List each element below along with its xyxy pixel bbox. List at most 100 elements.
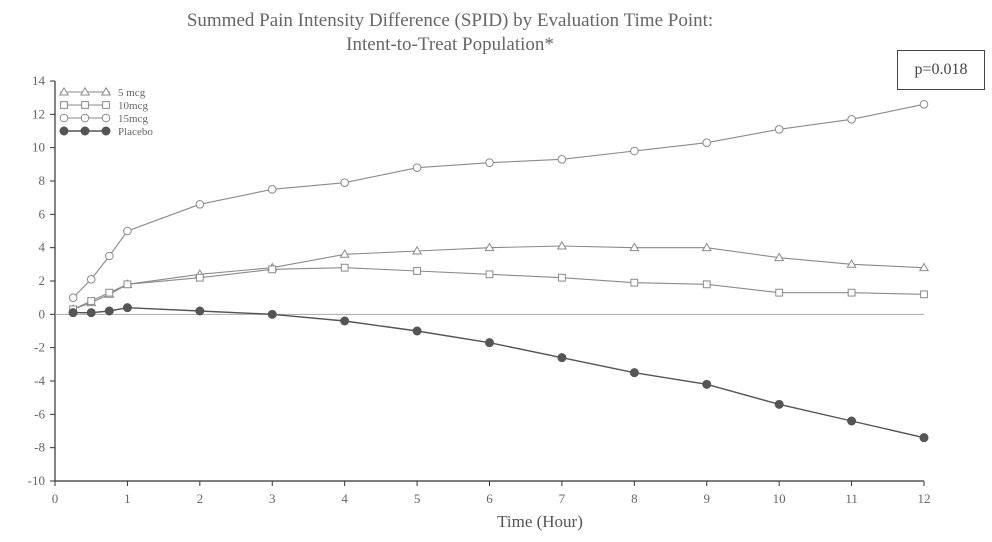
data-point-placebo [86,308,96,318]
legend-marker-15mcg [59,113,69,123]
data-point-15mcg [557,155,567,164]
chart-title-line-1: Summed Pain Intensity Difference (SPID) … [186,10,714,31]
data-point-5-mcg [918,262,930,272]
data-point-placebo [68,308,78,318]
data-point-15mcg [630,146,639,156]
y-tick-label: 0 [39,306,46,321]
y-tick-label: 12 [32,106,45,121]
data-point-placebo [122,303,132,313]
x-tick-label: 7 [559,491,566,506]
x-tick-label: 0 [52,491,59,506]
y-tick-label: -4 [34,373,45,388]
data-point-placebo [557,353,567,363]
x-tick-label: 3 [269,491,276,506]
data-point-10mcg [340,263,349,272]
data-point-10mcg [123,280,132,289]
data-point-15mcg [68,293,78,302]
data-point-5-mcg [556,240,567,250]
data-point-5-mcg [339,249,350,258]
p-value-label: p=0.018 [914,61,968,78]
data-point-15mcg [412,163,422,172]
legend-label-15mcg: 15mcg [118,113,148,125]
y-tick-label: 4 [39,240,46,255]
y-tick-label: -10 [28,473,45,488]
y-tick-label: 2 [39,273,46,288]
data-point-15mcg [105,251,114,261]
data-point-placebo [340,316,350,326]
x-tick-label: 8 [631,491,638,506]
x-tick-label: 12 [918,491,931,506]
data-point-15mcg [267,185,277,194]
legend-label-5-mcg: 5 mcg [118,87,146,99]
x-axis-label: Time (Hour) [497,512,583,531]
data-point-placebo [195,306,205,316]
data-point-15mcg [195,200,205,209]
data-point-placebo [629,368,639,378]
x-tick-label: 10 [773,491,786,506]
data-point-placebo [847,416,857,426]
legend-marker-10mcg [81,101,89,109]
y-tick-label: 8 [39,173,46,188]
p-value-box: p=0.018 [897,50,985,90]
x-tick-label: 4 [341,491,348,506]
data-point-placebo [104,306,114,316]
legend-marker-placebo [80,126,90,136]
series-line-placebo [73,306,925,439]
data-point-10mcg [268,265,277,274]
data-point-15mcg [86,275,96,284]
x-tick-label: 9 [704,491,711,506]
legend-marker-placebo [101,126,111,136]
data-point-15mcg [919,100,929,109]
data-point-5-mcg [774,252,785,262]
data-point-15mcg [485,158,494,167]
data-point-10mcg [775,288,784,297]
legend-marker-5-mcg [100,86,112,96]
data-point-10mcg [702,280,711,289]
y-tick-label: 6 [39,206,46,221]
data-point-10mcg [558,273,566,282]
data-point-15mcg [702,138,712,147]
data-point-5-mcg [629,242,640,252]
legend-label-10mcg: 10mcg [118,100,148,112]
data-point-10mcg [847,288,856,297]
x-tick-label: 5 [414,491,421,506]
data-point-placebo [412,326,422,336]
x-tick-label: 11 [845,491,858,506]
legend-marker-10mcg [60,101,68,109]
data-point-10mcg [920,290,928,299]
legend-marker-15mcg [101,113,111,123]
data-point-10mcg [485,270,494,279]
legend-marker-10mcg [102,101,110,109]
data-point-10mcg [195,273,204,282]
data-point-placebo [774,399,784,409]
data-point-15mcg [340,178,349,187]
data-point-5-mcg [412,245,423,255]
data-point-placebo [267,309,277,319]
data-point-10mcg [630,278,639,287]
data-point-15mcg [123,226,132,236]
y-tick-label: -8 [34,440,45,455]
x-tick-label: 1 [124,491,131,506]
y-tick-label: -2 [34,340,45,355]
chart-title-line-2: Intent-to-Treat Population* [346,34,554,55]
data-point-10mcg [105,288,114,297]
data-point-placebo [919,433,929,443]
legend-marker-15mcg [80,113,90,123]
data-point-10mcg [87,297,96,305]
legend-marker-5-mcg [58,86,70,96]
data-point-15mcg [774,125,784,134]
data-point-5-mcg [846,259,857,268]
legend-label-placebo: Placebo [118,126,153,138]
data-point-placebo [702,379,712,389]
y-tick-label: 10 [32,140,45,155]
data-point-10mcg [413,267,421,275]
data-point-placebo [485,338,494,348]
y-tick-label: 14 [32,73,46,88]
y-tick-label: -6 [34,406,45,421]
data-point-5-mcg [701,242,712,252]
legend-marker-placebo [59,126,69,136]
data-point-5-mcg [484,242,495,252]
legend-marker-5-mcg [79,86,91,96]
x-tick-label: 6 [486,491,493,506]
